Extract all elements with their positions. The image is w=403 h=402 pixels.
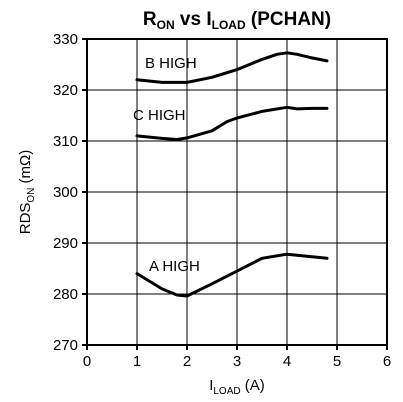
series-line-a-high [135, 252, 329, 298]
series-label-c-high: C HIGH [133, 107, 186, 124]
y-tick-label: 290 [53, 235, 78, 252]
grid [87, 39, 387, 345]
y-axis-label: RDSON (mΩ) [17, 150, 37, 235]
series-label-a-high: A HIGH [149, 258, 200, 275]
series-line-c-high [135, 105, 329, 141]
x-tick-label: 3 [233, 353, 241, 370]
y-tick-label: 270 [53, 337, 78, 354]
y-tick-label: 280 [53, 286, 78, 303]
series-line-b-high [135, 51, 329, 84]
x-tick-label: 4 [283, 353, 291, 370]
x-tick-label: 1 [133, 353, 141, 370]
y-tick-label: 300 [53, 184, 78, 201]
chart-title: RON vs ILOAD (PCHAN) [143, 9, 331, 32]
x-tick-label: 6 [383, 353, 391, 370]
x-axis-label: ILOAD (A) [209, 377, 265, 397]
x-tick-label: 2 [183, 353, 191, 370]
y-tick-label: 320 [53, 82, 78, 99]
y-tick-label: 310 [53, 133, 78, 150]
x-tick-label: 0 [83, 353, 91, 370]
y-tick-label: 330 [53, 31, 78, 48]
series-label-b-high: B HIGH [145, 55, 197, 72]
axis-ticks: 0 1 2 3 4 5 6 270 280 290 300 310 320 330 [53, 31, 391, 370]
series-lines [135, 51, 329, 298]
x-tick-label: 5 [333, 353, 341, 370]
